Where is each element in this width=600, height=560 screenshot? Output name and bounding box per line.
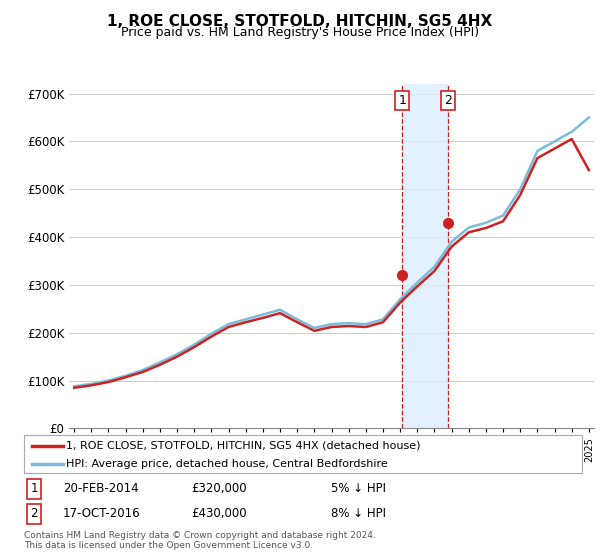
Text: £320,000: £320,000: [191, 482, 247, 495]
Text: Contains HM Land Registry data © Crown copyright and database right 2024.
This d: Contains HM Land Registry data © Crown c…: [24, 531, 376, 550]
Text: HPI: Average price, detached house, Central Bedfordshire: HPI: Average price, detached house, Cent…: [66, 459, 388, 469]
Text: 8% ↓ HPI: 8% ↓ HPI: [331, 507, 386, 520]
Text: 2: 2: [30, 507, 38, 520]
Text: 17-OCT-2016: 17-OCT-2016: [63, 507, 140, 520]
Text: 5% ↓ HPI: 5% ↓ HPI: [331, 482, 386, 495]
Text: 2: 2: [444, 94, 452, 108]
Bar: [403, 84, 448, 428]
Text: 20-FEB-2014: 20-FEB-2014: [63, 482, 139, 495]
Text: 1: 1: [30, 482, 38, 495]
Text: 1, ROE CLOSE, STOTFOLD, HITCHIN, SG5 4HX (detached house): 1, ROE CLOSE, STOTFOLD, HITCHIN, SG5 4HX…: [66, 441, 421, 451]
FancyBboxPatch shape: [24, 435, 582, 473]
Text: 1: 1: [398, 94, 406, 108]
Text: £430,000: £430,000: [191, 507, 247, 520]
Text: 1, ROE CLOSE, STOTFOLD, HITCHIN, SG5 4HX: 1, ROE CLOSE, STOTFOLD, HITCHIN, SG5 4HX: [107, 14, 493, 29]
Text: Price paid vs. HM Land Registry's House Price Index (HPI): Price paid vs. HM Land Registry's House …: [121, 26, 479, 39]
